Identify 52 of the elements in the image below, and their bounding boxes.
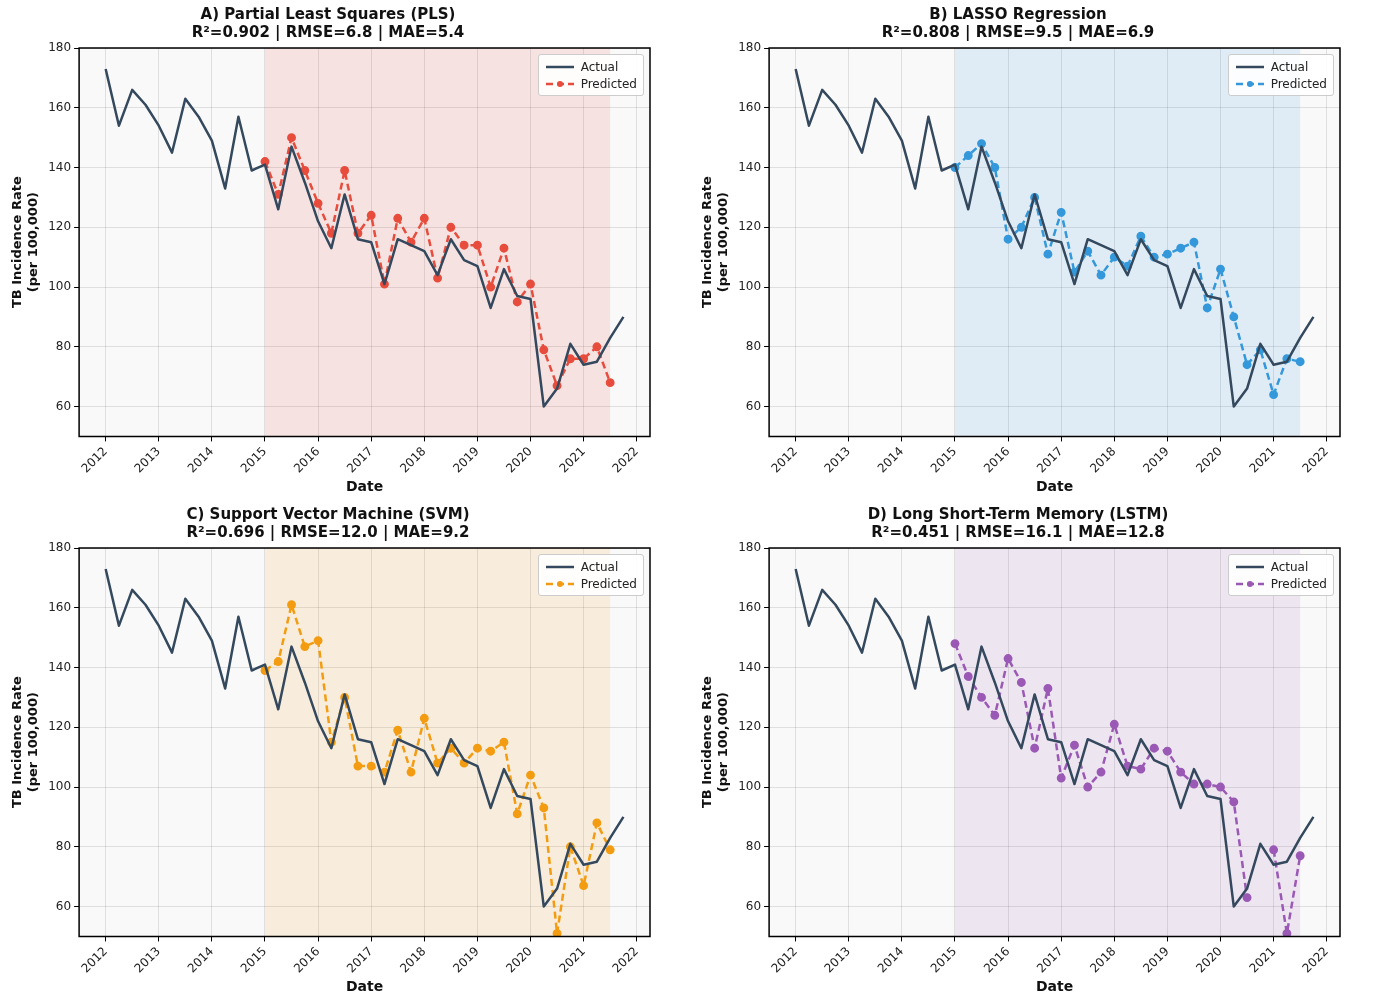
chart-subtitle: R²=0.902 | RMSE=6.8 | MAE=5.4 bbox=[191, 22, 465, 42]
chart-subtitle: R²=0.451 | RMSE=16.1 | MAE=12.8 bbox=[871, 522, 1165, 542]
y-tick-label: 80 bbox=[745, 338, 762, 353]
y-tick-label: 100 bbox=[738, 279, 762, 294]
y-tick-label: 60 bbox=[55, 898, 72, 913]
x-axis-title: Date bbox=[345, 478, 384, 495]
chart-subtitle: R²=0.808 | RMSE=9.5 | MAE=6.9 bbox=[881, 22, 1155, 42]
y-tick-label: 60 bbox=[745, 898, 762, 913]
x-axis-title: Date bbox=[1035, 978, 1074, 995]
y-axis-title: TB Incidence Rate (per 100,000) bbox=[9, 676, 40, 809]
chart-title: D) Long Short-Term Memory (LSTM) bbox=[867, 504, 1169, 523]
y-tick-label: 180 bbox=[738, 540, 762, 555]
y-tick-label: 180 bbox=[48, 540, 72, 555]
y-tick-label: 120 bbox=[738, 219, 762, 234]
y-tick-label: 140 bbox=[48, 659, 72, 674]
legend-label: Predicted bbox=[580, 76, 637, 91]
x-axis-title: Date bbox=[1035, 478, 1074, 495]
y-tick-label: 80 bbox=[55, 838, 72, 853]
y-tick-label: 100 bbox=[48, 279, 72, 294]
chart-title: B) LASSO Regression bbox=[929, 4, 1107, 23]
legend-label: Actual bbox=[1270, 559, 1309, 574]
legend-label: Predicted bbox=[1270, 76, 1327, 91]
chart-title: C) Support Vector Machine (SVM) bbox=[186, 504, 470, 523]
y-tick-label: 120 bbox=[48, 219, 72, 234]
legend-label: Predicted bbox=[1270, 576, 1327, 591]
y-tick-label: 60 bbox=[745, 398, 762, 413]
x-axis-title: Date bbox=[345, 978, 384, 995]
y-tick-label: 120 bbox=[738, 719, 762, 734]
y-tick-label: 140 bbox=[738, 159, 762, 174]
y-axis-title: TB Incidence Rate (per 100,000) bbox=[699, 176, 730, 309]
legend-label: Actual bbox=[580, 559, 619, 574]
y-tick-label: 60 bbox=[55, 398, 72, 413]
legend-label: Actual bbox=[1270, 59, 1309, 74]
y-tick-label: 160 bbox=[738, 599, 762, 614]
chart-title: A) Partial Least Squares (PLS) bbox=[200, 4, 456, 23]
y-tick-label: 160 bbox=[48, 599, 72, 614]
chart-subtitle: R²=0.696 | RMSE=12.0 | MAE=9.2 bbox=[186, 522, 470, 542]
y-axis-title: TB Incidence Rate (per 100,000) bbox=[9, 176, 40, 309]
y-tick-label: 140 bbox=[738, 659, 762, 674]
y-tick-label: 120 bbox=[48, 719, 72, 734]
y-tick-label: 160 bbox=[48, 99, 72, 114]
y-tick-label: 80 bbox=[745, 838, 762, 853]
y-tick-label: 80 bbox=[55, 338, 72, 353]
y-tick-label: 180 bbox=[48, 40, 72, 55]
legend-label: Actual bbox=[580, 59, 619, 74]
y-tick-label: 100 bbox=[48, 779, 72, 794]
y-tick-label: 160 bbox=[738, 99, 762, 114]
y-axis-title: TB Incidence Rate (per 100,000) bbox=[699, 676, 730, 809]
y-tick-label: 140 bbox=[48, 159, 72, 174]
y-tick-label: 180 bbox=[738, 40, 762, 55]
y-tick-label: 100 bbox=[738, 779, 762, 794]
legend-label: Predicted bbox=[580, 576, 637, 591]
